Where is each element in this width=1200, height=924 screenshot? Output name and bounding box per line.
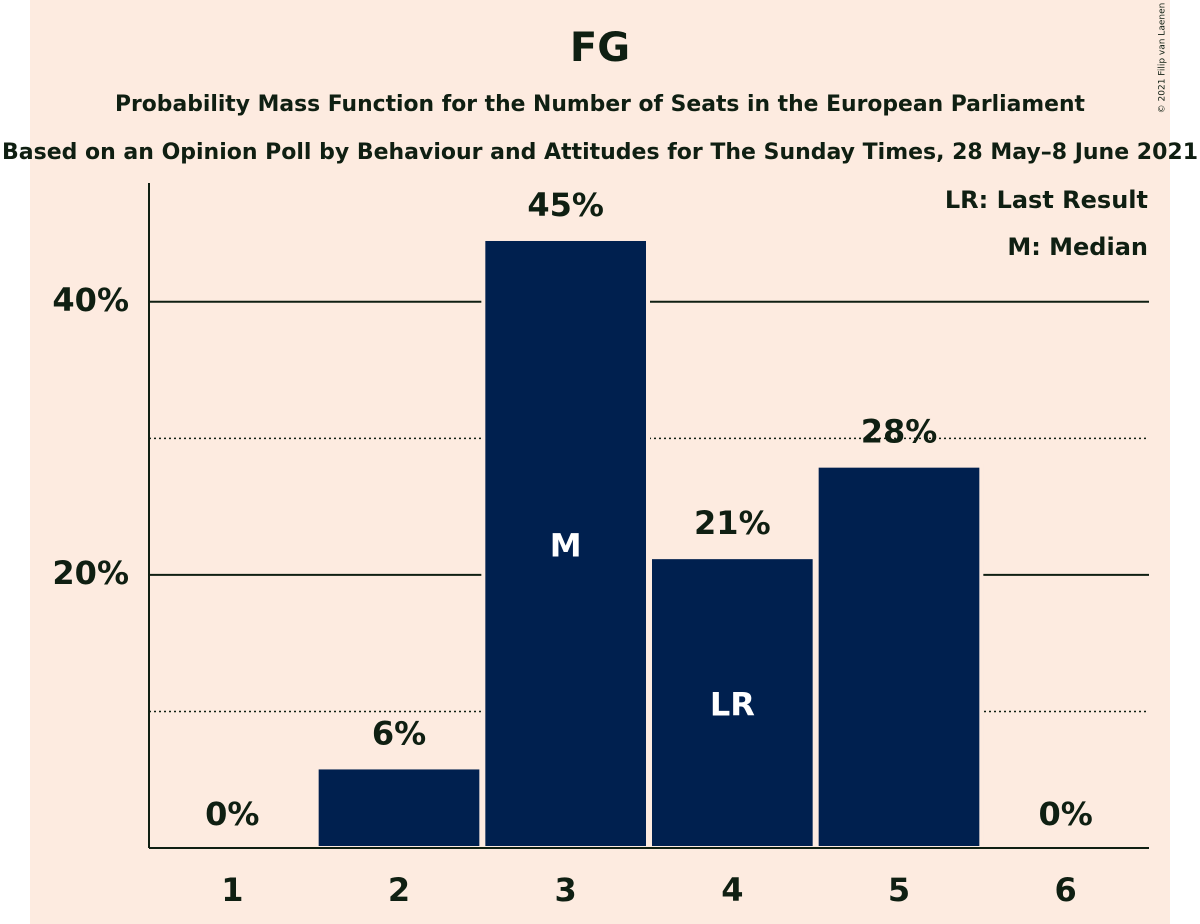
value-label: 0% [205, 795, 259, 833]
value-label: 6% [372, 714, 426, 752]
x-tick-label: 1 [221, 871, 243, 909]
x-tick-label: 3 [555, 871, 577, 909]
bar [814, 463, 984, 850]
copyright: © 2021 Filip van Laenen [1158, 3, 1168, 114]
chart-subtitle: Based on an Opinion Poll by Behaviour an… [2, 140, 1198, 165]
legend-note: M: Median [1007, 233, 1148, 261]
value-label: 0% [1039, 795, 1093, 833]
chart-title: FG [570, 25, 630, 71]
x-tick-label: 2 [388, 871, 410, 909]
x-tick-label: 4 [721, 871, 743, 909]
value-label: 21% [694, 504, 771, 542]
chart-subtitle: Probability Mass Function for the Number… [115, 92, 1085, 117]
y-tick-label: 20% [52, 554, 129, 592]
bar-annotation: M [550, 526, 582, 564]
x-tick-label: 6 [1055, 871, 1077, 909]
x-tick-label: 5 [888, 871, 910, 909]
bar [481, 236, 651, 850]
bar [648, 555, 817, 850]
value-label: 28% [861, 413, 938, 451]
y-tick-label: 40% [52, 281, 129, 319]
legend-note: LR: Last Result [945, 186, 1148, 214]
bar [314, 765, 484, 850]
value-label: 45% [527, 186, 604, 224]
bar-annotation: LR [710, 686, 755, 724]
